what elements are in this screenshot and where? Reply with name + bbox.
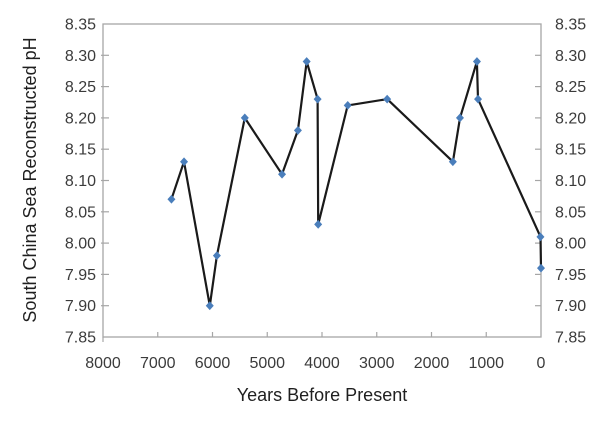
- data-point-marker: [302, 57, 311, 66]
- data-point-marker: [536, 232, 545, 242]
- x-tick-label: 6000: [195, 355, 231, 372]
- y-tick-label-right: 8.30: [555, 48, 586, 65]
- y-axis-title: South China Sea Reconstructed pH: [20, 37, 40, 322]
- data-point-marker: [293, 126, 302, 135]
- y-tick-label-right: 7.85: [555, 330, 586, 347]
- x-tick-label: 3000: [359, 355, 395, 372]
- data-point-marker: [180, 157, 189, 167]
- x-tick-label: 7000: [140, 355, 176, 372]
- y-tick-label-left: 8.25: [65, 79, 96, 96]
- x-axis-title: Years Before Present: [237, 385, 407, 405]
- y-tick-label-left: 8.15: [65, 142, 96, 159]
- data-point-marker: [212, 251, 221, 261]
- y-tick-label-left: 8.20: [65, 110, 96, 127]
- data-point-marker: [343, 100, 352, 110]
- series-line: [170, 60, 543, 307]
- y-tick-label-left: 8.35: [65, 17, 96, 34]
- plot-area: 8.35 8.35 8.30 8.30 8.25 8.25 8.20 8.20 8.15 8.15…: [65, 17, 586, 373]
- plot-frame: [102, 23, 542, 338]
- y-tick-label-right: 8.20: [555, 110, 586, 127]
- x-tick-label: 0: [537, 355, 546, 372]
- x-tick-label: 8000: [85, 355, 121, 372]
- data-point-marker: [314, 219, 323, 229]
- y-tick-label-left: 8.05: [65, 204, 96, 221]
- y-tick-label-right: 8.10: [555, 173, 586, 190]
- y-tick-label-right: 7.90: [555, 298, 586, 315]
- y-tick-label-left: 7.90: [65, 298, 96, 315]
- y-tick-label-right: 8.25: [555, 79, 586, 96]
- x-tick-label: 2000: [414, 355, 450, 372]
- y-tick-label-right: 8.00: [555, 236, 586, 253]
- data-point-marker: [472, 57, 481, 66]
- data-point-marker: [448, 157, 457, 167]
- y-tick-label-left: 7.95: [65, 267, 96, 284]
- data-point-marker: [455, 113, 464, 123]
- data-point-marker: [474, 94, 483, 104]
- data-point-marker: [167, 194, 176, 204]
- x-tick-label: 5000: [249, 355, 285, 372]
- y-tick-label-left: 7.85: [65, 330, 96, 347]
- y-tick-label-right: 7.95: [555, 267, 586, 284]
- x-tick-label: 4000: [304, 355, 340, 372]
- data-point-marker: [313, 94, 322, 104]
- data-point-marker: [278, 169, 287, 179]
- data-point-marker: [383, 94, 392, 104]
- data-point-marker: [205, 301, 214, 311]
- y-tick-label-left: 8.30: [65, 48, 96, 65]
- y-tick-label-left: 8.10: [65, 173, 96, 190]
- y-tick-label-left: 8.00: [65, 236, 96, 253]
- y-tick-label-right: 8.35: [555, 17, 586, 34]
- x-tick-label: 1000: [468, 355, 504, 372]
- data-point-marker: [537, 263, 545, 273]
- data-point-marker: [240, 113, 249, 123]
- y-tick-label-right: 8.05: [555, 204, 586, 221]
- y-tick-label-right: 8.15: [555, 142, 586, 159]
